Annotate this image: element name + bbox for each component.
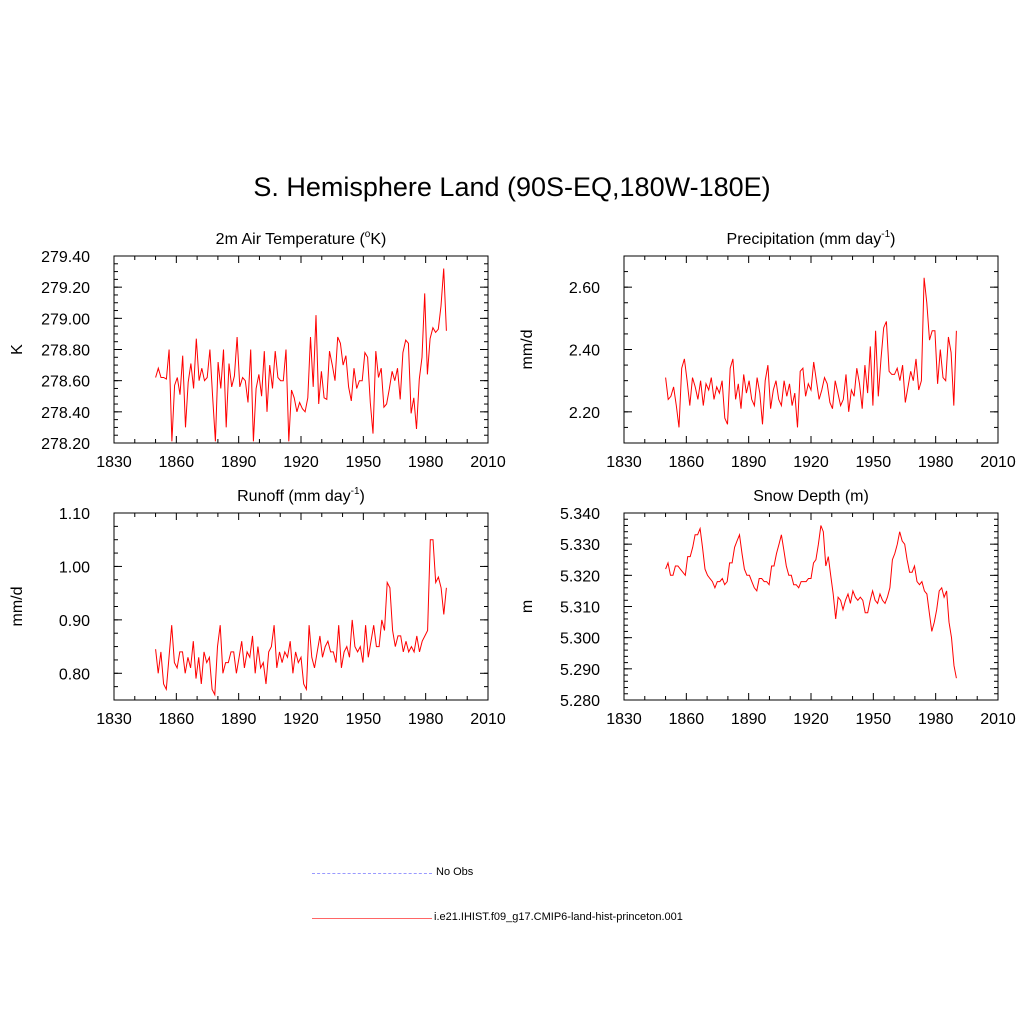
panel-title: 2m Air Temperature (oK) [216,229,387,248]
panel-3: Snow Depth (m) m 1830 1860 1890 1920 1950 1980 2… [519,488,1016,728]
x-tick-label: 1890 [221,454,257,471]
panel-title-text: Snow Depth (m) [753,488,869,505]
y-tick-label: 279.40 [41,249,90,266]
panel-title-text: 2m Air Temperature ( [216,231,366,248]
y-axis-label: m [519,600,536,613]
x-tick-label: 1920 [793,454,829,471]
x-tick-label: 2010 [980,711,1016,728]
x-tick-label: 1920 [283,454,319,471]
panel-title-unit: K) [370,231,386,248]
y-tick-label: 5.280 [560,693,600,710]
x-tick-label: 1980 [918,454,954,471]
series-line [155,539,447,697]
x-tick-label: 1920 [793,711,829,728]
x-tick-label: 1860 [159,711,195,728]
y-tick-label: 1.10 [59,506,90,523]
panel-title-superscript: o [365,229,371,240]
y-tick-label: 2.40 [569,343,600,360]
panel-title-text: Precipitation (mm day [727,231,882,248]
x-tick-label: 1860 [669,454,705,471]
x-tick-label: 1830 [606,454,642,471]
y-tick-label: 279.00 [41,311,90,328]
y-axis-label: mm/d [519,330,536,370]
panel-0: 2m Air Temperature (oK) K 1830 1860 1890 1920… [9,229,506,471]
panel-title-unit: ) [890,231,895,248]
y-tick-label: 5.320 [560,568,600,585]
y-tick-label: 1.00 [59,559,90,576]
x-tick-label: 1980 [408,454,444,471]
x-tick-label: 1980 [408,711,444,728]
y-tick-label: 2.60 [569,280,600,297]
y-tick-label: 278.40 [41,405,90,422]
x-tick-label: 1890 [731,711,767,728]
x-tick-label: 1950 [856,454,892,471]
y-axis-label: K [9,344,26,355]
x-tick-label: 1830 [96,711,132,728]
x-tick-label: 1950 [346,454,382,471]
y-tick-label: 0.80 [59,666,90,683]
y-tick-label: 279.20 [41,280,90,297]
x-tick-label: 1830 [96,454,132,471]
y-tick-label: 5.310 [560,600,600,617]
panel-title-unit: ) [360,488,365,505]
plot-frame [623,512,999,701]
legend-no-obs-label: No Obs [436,866,474,878]
x-tick-label: 1950 [856,711,892,728]
y-tick-label: 5.330 [560,537,600,554]
panel-title: Precipitation (mm day-1) [727,229,896,248]
plot-frame [623,255,999,444]
legend-model-line [312,918,432,919]
panel-title: Snow Depth (m) [753,488,869,505]
y-tick-label: 278.60 [41,374,90,391]
series-line [665,525,957,679]
x-tick-label: 1980 [918,711,954,728]
x-tick-label: 2010 [470,454,506,471]
y-tick-label: 2.20 [569,405,600,422]
y-tick-label: 5.290 [560,662,600,679]
x-tick-label: 1890 [731,454,767,471]
legend-no-obs-line [312,873,432,874]
y-tick-label: 5.340 [560,506,600,523]
series-line [155,268,447,442]
x-tick-label: 2010 [980,454,1016,471]
panel-2: Runoff (mm day-1) mm/d 1830 1860 1890 1920 195… [9,486,506,728]
series-line [665,277,957,428]
panel-title-superscript: -1 [881,229,890,240]
x-tick-label: 2010 [470,711,506,728]
y-tick-label: 278.20 [41,436,90,453]
x-tick-label: 1920 [283,711,319,728]
page-title: S. Hemisphere Land (90S-EQ,180W-180E) [253,172,771,202]
x-tick-label: 1890 [221,711,257,728]
plot-frame [113,255,489,444]
y-tick-label: 278.80 [41,343,90,360]
y-axis-label: mm/d [9,587,26,627]
panel-1: Precipitation (mm day-1) mm/d 1830 1860 1890… [519,229,1016,471]
legend-model-label: i.e21.IHIST.f09_g17.CMIP6-land-hist-prin… [434,911,683,923]
x-tick-label: 1830 [606,711,642,728]
x-tick-label: 1950 [346,711,382,728]
y-tick-label: 0.90 [59,613,90,630]
panel-title-superscript: -1 [351,486,360,497]
x-tick-label: 1860 [669,711,705,728]
panel-title-text: Runoff (mm day [237,488,351,505]
plot-frame [113,512,489,701]
y-tick-label: 5.300 [560,631,600,648]
panel-title: Runoff (mm day-1) [237,486,365,505]
x-tick-label: 1860 [159,454,195,471]
